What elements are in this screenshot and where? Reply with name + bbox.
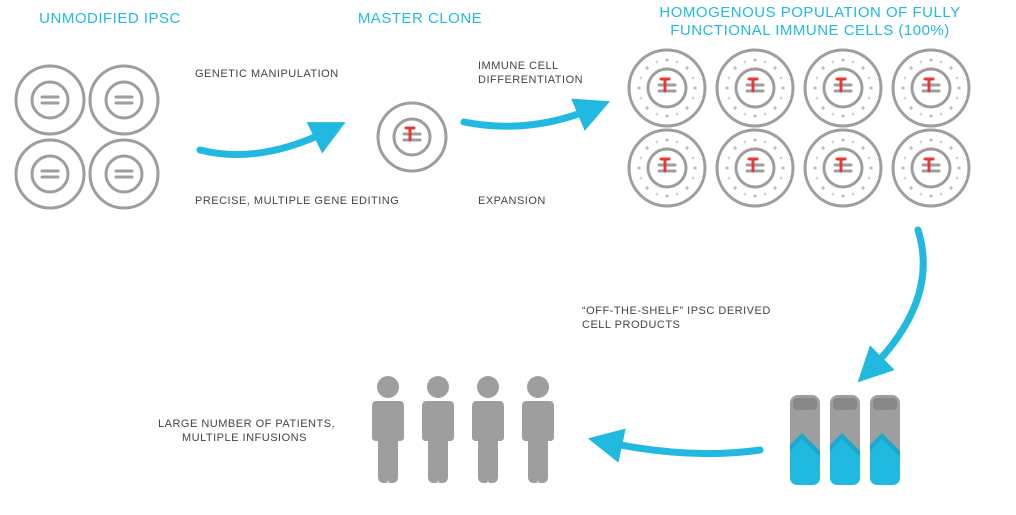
arrow-icon	[200, 130, 330, 155]
immune-cell-icon	[717, 130, 793, 206]
vial-icon	[870, 395, 900, 485]
person-icon	[472, 376, 504, 483]
person-icon	[522, 376, 554, 483]
person-icon	[372, 376, 404, 483]
person-icon	[422, 376, 454, 483]
people-group	[372, 376, 554, 483]
immune-cell-icon	[805, 130, 881, 206]
ipsc-cells-group	[16, 66, 158, 208]
master-clone-cell-icon	[378, 103, 446, 171]
ipsc-cell-icon	[16, 140, 84, 208]
immune-cell-icon	[629, 130, 705, 206]
immune-cell-icon	[893, 130, 969, 206]
diagram-canvas	[0, 0, 1016, 515]
immune-cells-group	[629, 50, 969, 206]
arrow-icon	[464, 108, 594, 126]
arrow-icon	[870, 230, 923, 370]
immune-cell-icon	[893, 50, 969, 126]
immune-cell-icon	[629, 50, 705, 126]
ipsc-cell-icon	[90, 140, 158, 208]
immune-cell-icon	[805, 50, 881, 126]
ipsc-cell-icon	[16, 66, 84, 134]
vials-group	[790, 395, 900, 485]
ipsc-cell-icon	[90, 66, 158, 134]
arrow-icon	[605, 442, 760, 454]
vial-icon	[830, 395, 860, 485]
vial-icon	[790, 395, 820, 485]
immune-cell-icon	[717, 50, 793, 126]
